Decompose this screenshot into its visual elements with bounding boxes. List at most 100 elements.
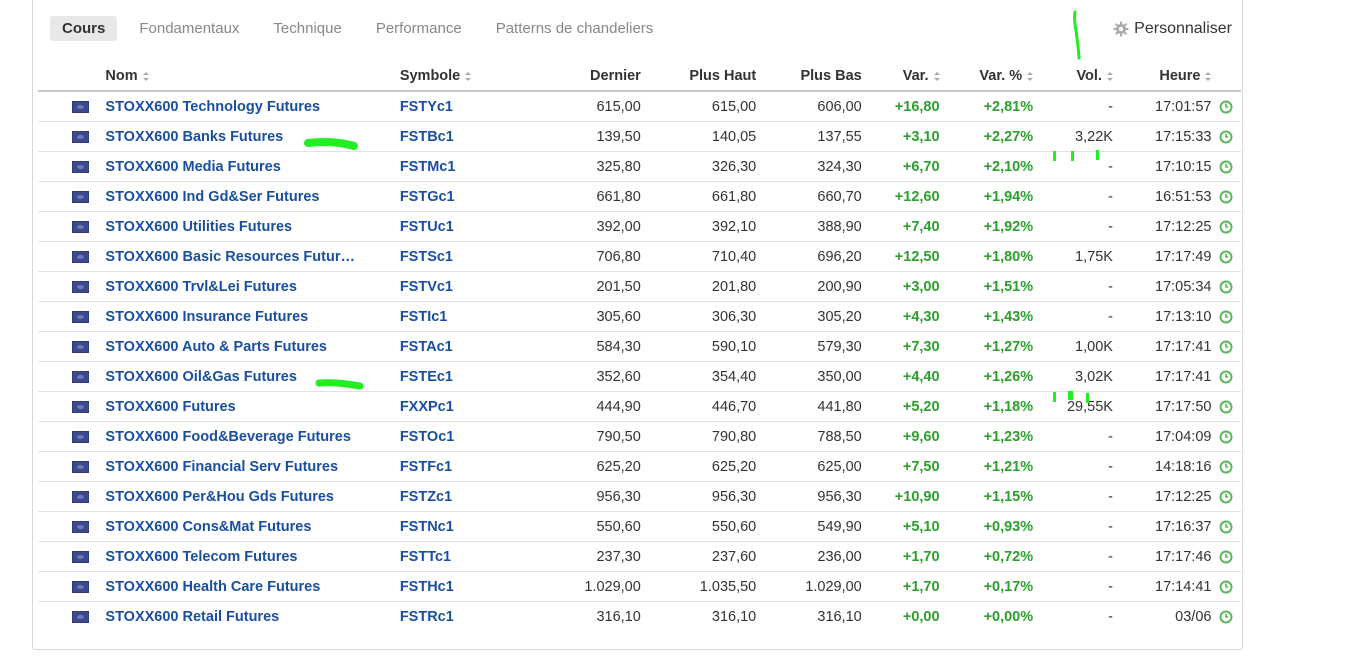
symbol-link[interactable]: FSTEc1 (399, 368, 453, 385)
change-value: +10,90 (861, 481, 940, 512)
instrument-name-link[interactable]: STOXX600 Telecom Futures (105, 548, 298, 565)
table-row[interactable]: STOXX600 Media Futures FSTMc1 325,80 326,30… (38, 151, 1241, 182)
table-row[interactable]: STOXX600 Cons&Mat Futures FSTNc1 550,60 550… (38, 511, 1241, 542)
change-value: +6,70 (861, 151, 940, 182)
header-symbol[interactable]: Symbole (399, 62, 490, 92)
table-row[interactable]: STOXX600 Auto & Parts Futures FSTAc1 584,3… (38, 331, 1241, 362)
symbol-link[interactable]: FSTBc1 (399, 128, 454, 145)
table-row[interactable]: STOXX600 Health Care Futures FSTHc1 1.029,… (38, 571, 1241, 602)
header-volume[interactable]: Vol. (1033, 62, 1113, 92)
instrument-name-link[interactable]: STOXX600 Auto & Parts Futures (105, 338, 327, 355)
tab-fondamentaux[interactable]: Fondamentaux (139, 20, 240, 37)
symbol-link[interactable]: FSTGc1 (399, 188, 455, 205)
symbol-link[interactable]: FSTYc1 (399, 98, 453, 115)
instrument-name-link[interactable]: STOXX600 Trvl&Lei Futures (105, 278, 297, 295)
symbol-link[interactable]: FSTHc1 (399, 578, 454, 595)
symbol-cell: FSTHc1 (399, 571, 490, 602)
table-row[interactable]: STOXX600 Trvl&Lei Futures FSTVc1 201,50 201… (38, 271, 1241, 302)
low-value: 579,30 (758, 331, 862, 362)
instrument-name-link[interactable]: STOXX600 Insurance Futures (105, 308, 309, 325)
table-row[interactable]: STOXX600 Banks Futures FSTBc1 139,50 140,05… (38, 121, 1241, 152)
volume-value: - (1033, 151, 1113, 182)
instrument-name-link[interactable]: STOXX600 Ind Gd&Ser Futures (105, 188, 320, 205)
header-change[interactable]: Var. (861, 62, 940, 92)
volume-value: - (1033, 211, 1113, 242)
volume-value: - (1033, 421, 1113, 452)
status-cell (1211, 391, 1241, 422)
instrument-name-link[interactable]: STOXX600 Health Care Futures (105, 578, 321, 595)
instrument-name-link[interactable]: STOXX600 Retail Futures (105, 608, 280, 625)
header-time[interactable]: Heure (1112, 62, 1212, 92)
status-cell (1211, 541, 1241, 572)
instrument-name-link[interactable]: STOXX600 Technology Futures (105, 98, 321, 115)
table-row[interactable]: STOXX600 Oil&Gas Futures FSTEc1 352,60 354,… (38, 361, 1241, 392)
table-row[interactable]: STOXX600 Ind Gd&Ser Futures FSTGc1 661,80 6… (38, 181, 1241, 212)
time-value: 17:17:46 (1112, 541, 1212, 572)
volume-value: - (1033, 481, 1113, 512)
instrument-name-link[interactable]: STOXX600 Media Futures (105, 158, 281, 175)
symbol-link[interactable]: FSTMc1 (399, 158, 456, 175)
table-row[interactable]: STOXX600 Financial Serv Futures FSTFc1 625… (38, 451, 1241, 482)
instrument-name-link[interactable]: STOXX600 Basic Resources Futur… (105, 248, 355, 265)
flag-cell (38, 541, 106, 572)
table-row[interactable]: STOXX600 Per&Hou Gds Futures FSTZc1 956,30… (38, 481, 1241, 512)
symbol-link[interactable]: FSTNc1 (399, 518, 454, 535)
tab-technique[interactable]: Technique (273, 20, 342, 37)
time-value: 17:16:37 (1112, 511, 1212, 542)
last-value: 584,30 (489, 331, 645, 362)
tab-patterns[interactable]: Patterns de chandeliers (495, 20, 654, 37)
table-row[interactable]: STOXX600 Food&Beverage Futures FSTOc1 790,… (38, 421, 1241, 452)
instrument-name-link[interactable]: STOXX600 Utilities Futures (105, 218, 293, 235)
change-pct-value: +1,80% (939, 241, 1034, 272)
table-row[interactable]: STOXX600 Retail Futures FSTRc1 316,10 316,1… (38, 602, 1241, 632)
table-row[interactable]: STOXX600 Telecom Futures FSTTc1 237,30 237,… (38, 541, 1241, 572)
symbol-link[interactable]: FSTOc1 (399, 428, 455, 445)
tab-performance[interactable]: Performance (375, 20, 462, 37)
name-cell: STOXX600 Utilities Futures (105, 211, 400, 242)
instrument-name-link[interactable]: STOXX600 Financial Serv Futures (105, 458, 339, 475)
clock-icon (1219, 310, 1233, 324)
instrument-name-link[interactable]: STOXX600 Banks Futures (105, 128, 284, 145)
table-row[interactable]: STOXX600 Utilities Futures FSTUc1 392,00 39… (38, 211, 1241, 242)
eu-flag-icon (72, 310, 89, 323)
instrument-name-link[interactable]: STOXX600 Per&Hou Gds Futures (105, 488, 334, 505)
last-value: 625,20 (489, 451, 645, 482)
personalize-button[interactable]: Personnaliser (1113, 16, 1232, 41)
symbol-link[interactable]: FSTFc1 (399, 458, 453, 475)
flag-cell (38, 271, 106, 302)
symbol-link[interactable]: FSTAc1 (399, 338, 453, 355)
eu-flag-icon (72, 130, 89, 143)
symbol-link[interactable]: FXXPc1 (399, 398, 454, 415)
symbol-link[interactable]: FSTTc1 (399, 548, 452, 565)
instrument-name-link[interactable]: STOXX600 Cons&Mat Futures (105, 518, 312, 535)
time-value: 17:13:10 (1112, 301, 1212, 332)
table-row[interactable]: STOXX600 Insurance Futures FSTIc1 305,60 30… (38, 301, 1241, 332)
header-name[interactable]: Nom (105, 62, 400, 92)
table-row[interactable]: STOXX600 Technology Futures FSTYc1 615,00 6… (38, 91, 1241, 122)
instrument-name-link[interactable]: STOXX600 Futures (105, 398, 236, 415)
table-row[interactable]: STOXX600 Basic Resources Futur… FSTSc1 706… (38, 241, 1241, 272)
symbol-link[interactable]: FSTZc1 (399, 488, 453, 505)
status-cell (1211, 602, 1241, 632)
header-change-pct[interactable]: Var. % (939, 62, 1034, 92)
low-value: 350,00 (758, 361, 862, 392)
symbol-link[interactable]: FSTIc1 (399, 308, 448, 325)
flag-cell (38, 602, 105, 632)
instrument-name-link[interactable]: STOXX600 Food&Beverage Futures (105, 428, 351, 445)
low-value: 625,00 (758, 451, 862, 482)
name-cell: STOXX600 Auto & Parts Futures (105, 331, 400, 362)
instrument-name-link[interactable]: STOXX600 Oil&Gas Futures (105, 368, 297, 385)
symbol-cell: FSTMc1 (399, 151, 490, 182)
change-value: +5,10 (861, 511, 940, 542)
symbol-cell: FSTBc1 (399, 121, 490, 152)
time-value: 17:12:25 (1112, 481, 1212, 512)
symbol-link[interactable]: FSTUc1 (399, 218, 454, 235)
sort-icon (465, 71, 472, 81)
symbol-link[interactable]: FSTRc1 (399, 608, 454, 625)
symbol-link[interactable]: FSTSc1 (399, 248, 453, 265)
high-value: 201,80 (644, 271, 759, 302)
symbol-link[interactable]: FSTVc1 (399, 278, 453, 295)
clock-icon (1219, 610, 1233, 624)
tab-cours[interactable]: Cours (50, 16, 118, 41)
table-row[interactable]: STOXX600 Futures FXXPc1 444,90 446,70 441,80… (38, 391, 1241, 422)
